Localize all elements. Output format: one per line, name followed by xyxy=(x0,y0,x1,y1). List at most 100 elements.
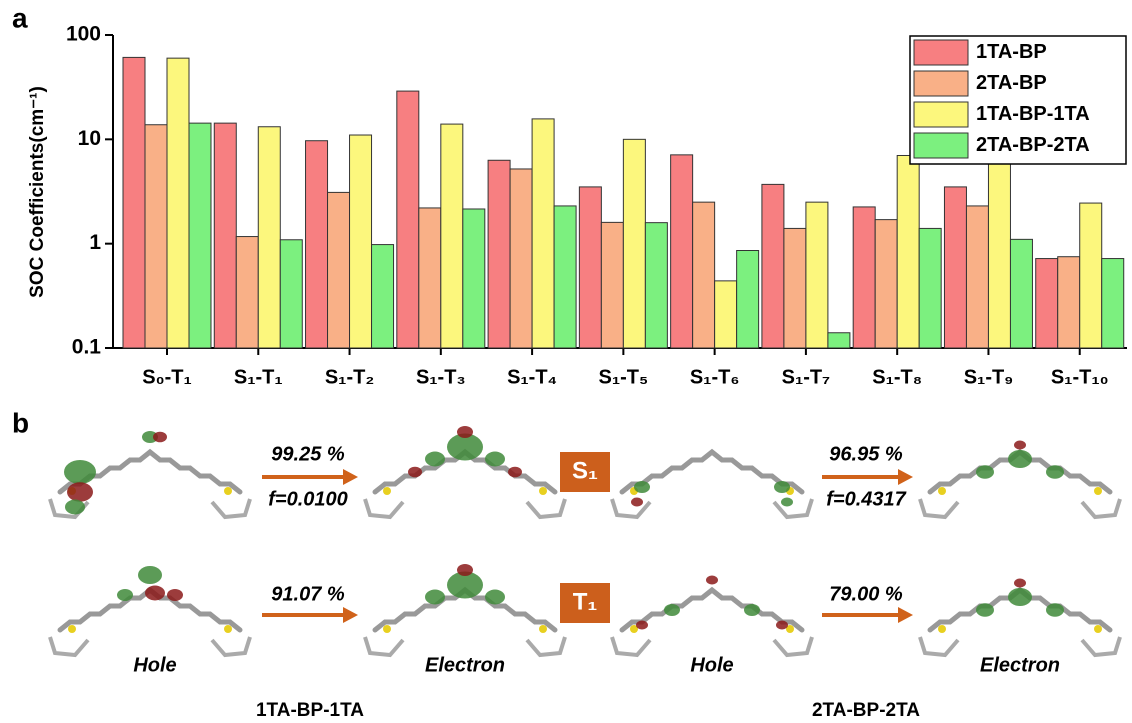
phenyl xyxy=(1082,637,1120,655)
bar xyxy=(737,251,759,348)
sulfur-atom xyxy=(224,487,232,495)
bar xyxy=(280,240,302,348)
molecule-name: 2TA-BP-2TA xyxy=(812,700,920,721)
percent: 96.95 % xyxy=(829,443,903,465)
bar xyxy=(806,202,828,348)
bar xyxy=(966,206,988,348)
orbital-lobe xyxy=(636,621,648,630)
bar xyxy=(828,333,850,348)
orbital-lobe xyxy=(485,452,505,467)
phenyl xyxy=(212,499,250,517)
bar xyxy=(214,123,236,348)
bar xyxy=(645,223,667,348)
x-tick-label: S₀-T₁ xyxy=(142,366,192,388)
legend-label: 1TA-BP xyxy=(976,41,1047,63)
orbital-lobe xyxy=(425,590,445,605)
molecule-name: 1TA-BP-1TA xyxy=(256,700,364,721)
orbital-lobe xyxy=(1008,450,1032,468)
bar xyxy=(350,135,372,348)
sulfur-atom xyxy=(938,625,946,633)
arrow-head xyxy=(343,469,358,485)
bar xyxy=(372,245,394,348)
legend-swatch xyxy=(914,40,968,65)
x-tick-label: S₁-T₈ xyxy=(872,366,922,388)
oscillator-strength: f=0.4317 xyxy=(826,488,906,510)
orbital-lobe xyxy=(1046,465,1064,479)
orbital-lobe xyxy=(774,481,790,493)
percent: 79.00 % xyxy=(829,583,903,605)
sulfur-atom xyxy=(383,487,391,495)
bar xyxy=(988,149,1010,348)
panel-b: S₁ T₁ 99.25 % 96.95 % 91.07 % 79.00 % f=… xyxy=(50,426,1120,721)
bar xyxy=(554,206,576,348)
panel-label: b xyxy=(12,407,29,438)
percent: 91.07 % xyxy=(271,583,345,605)
sulfur-atom xyxy=(539,625,547,633)
orbital-lobe xyxy=(781,498,793,507)
bar xyxy=(123,57,145,348)
phenyl xyxy=(212,637,250,655)
sulfur-atom xyxy=(383,625,391,633)
x-tick-label: S₁-T₆ xyxy=(690,366,740,388)
bar xyxy=(189,123,211,348)
orbital-lobe xyxy=(64,460,96,484)
orbital-lobe xyxy=(706,576,718,585)
legend-label: 2TA-BP-2TA xyxy=(976,134,1090,156)
orbital-label: Electron xyxy=(980,654,1060,676)
orbital-lobe xyxy=(117,589,133,601)
x-tick-label: S₁-T₃ xyxy=(416,366,466,388)
orbital-lobe xyxy=(1014,579,1026,588)
sulfur-atom xyxy=(68,625,76,633)
bar xyxy=(853,207,875,348)
phenyl xyxy=(365,499,403,517)
orbital-lobe xyxy=(1008,588,1032,606)
bar xyxy=(510,169,532,348)
x-tick-label: S₁-T₂ xyxy=(325,366,374,388)
orbital-lobe xyxy=(145,586,165,601)
bar xyxy=(715,281,737,348)
molecule-skeleton xyxy=(622,590,802,630)
x-tick-label: S₁-T₉ xyxy=(964,366,1014,388)
legend-swatch xyxy=(914,133,968,158)
bar xyxy=(671,155,693,348)
orbital-label: Hole xyxy=(133,654,176,676)
orbital-lobe xyxy=(408,467,422,478)
orbital-lobe xyxy=(776,621,788,630)
figure: a SOC Coefficients(cm⁻¹) b S₁ T₁ 99.25 %… xyxy=(0,0,1132,723)
phenyl xyxy=(774,637,812,655)
sulfur-atom xyxy=(1094,487,1102,495)
x-tick-label: S₁-T₇ xyxy=(782,366,831,388)
sulfur-atom xyxy=(1094,625,1102,633)
y-tick-label: 0.1 xyxy=(72,336,102,359)
orbital-lobe xyxy=(65,500,85,515)
phenyl xyxy=(920,637,958,655)
bar xyxy=(441,124,463,348)
sulfur-atom xyxy=(539,487,547,495)
bar xyxy=(1080,203,1102,348)
phenyl xyxy=(1082,499,1120,517)
oscillator-strength: f=0.0100 xyxy=(268,488,348,510)
x-tick-label: S₁-T₅ xyxy=(599,366,649,388)
orbital-lobe xyxy=(457,564,473,576)
bar xyxy=(236,237,258,348)
phenyl xyxy=(612,637,650,655)
orbital-label: Hole xyxy=(690,654,733,676)
orbital-lobe xyxy=(457,426,473,438)
bar xyxy=(1036,259,1058,348)
bar xyxy=(1102,259,1124,348)
y-axis-label: SOC Coefficients(cm⁻¹) xyxy=(27,86,48,298)
bar xyxy=(944,187,966,348)
legend-swatch xyxy=(914,102,968,127)
bar xyxy=(919,228,941,348)
bar xyxy=(762,184,784,348)
orbital-lobe xyxy=(425,452,445,467)
arrow-head xyxy=(343,607,358,623)
bar xyxy=(532,119,554,348)
bar xyxy=(693,202,715,348)
sulfur-atom xyxy=(224,625,232,633)
phenyl xyxy=(612,499,650,517)
legend-label: 1TA-BP-1TA xyxy=(976,103,1090,125)
y-tick-label: 100 xyxy=(66,23,101,46)
phenyl xyxy=(920,499,958,517)
orbital-lobe xyxy=(508,467,522,478)
